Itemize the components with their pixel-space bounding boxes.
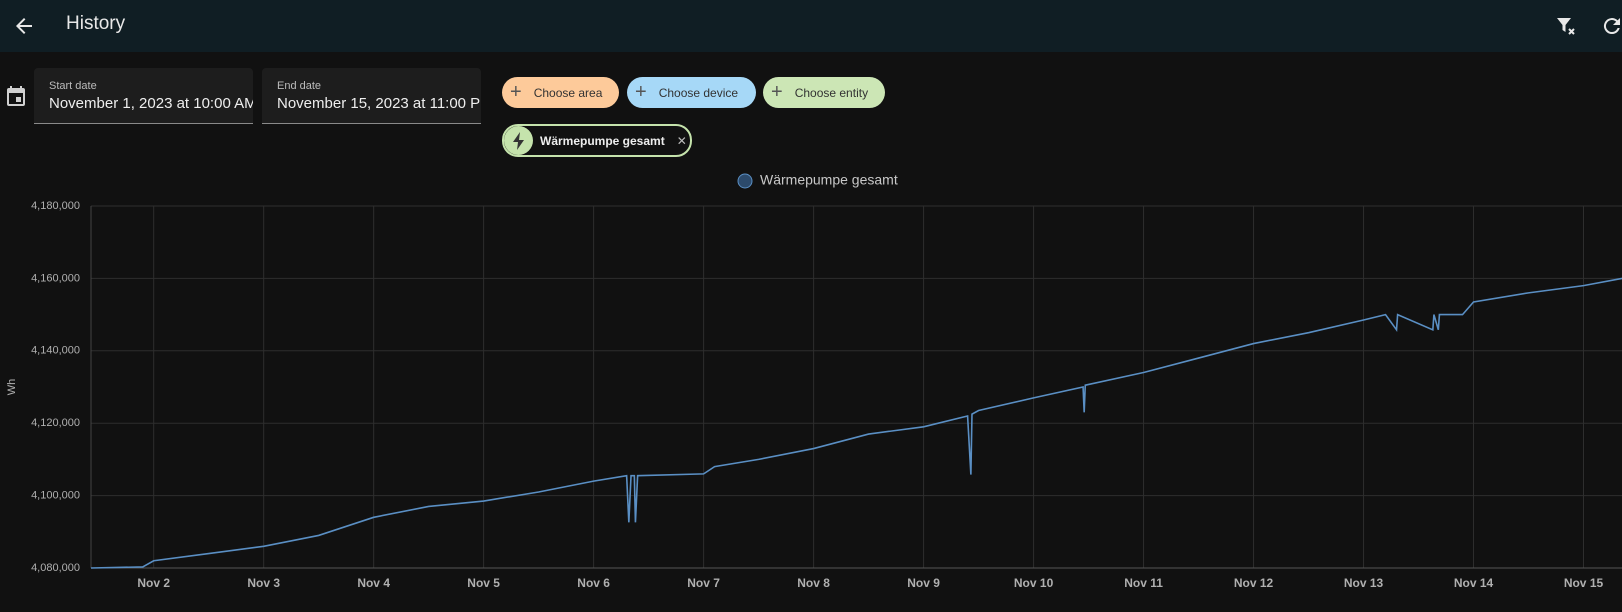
y-axis-label: Wh	[6, 379, 18, 396]
chip-label: Wärmepumpe gesamt	[540, 133, 665, 148]
x-tick-label: Nov 8	[797, 576, 830, 590]
top-bar: History	[0, 0, 1622, 52]
legend-marker	[737, 173, 753, 189]
x-tick-label: Nov 9	[907, 576, 940, 590]
x-tick-label: Nov 4	[357, 576, 390, 590]
chip-label: Choose device	[658, 85, 739, 100]
data-line	[90, 277, 1622, 569]
end-date-field[interactable]: End date November 15, 2023 at 11:00 PM	[262, 68, 481, 124]
bolt-icon	[512, 131, 524, 150]
chip-label: Choose area	[533, 85, 603, 100]
field-label: End date	[277, 80, 322, 92]
page-title: History	[66, 13, 126, 34]
y-tick-label: 4,100,000	[31, 490, 80, 502]
back-button[interactable]	[12, 14, 36, 38]
choose-entity-chip[interactable]: + Choose entity	[763, 77, 885, 108]
start-date-field[interactable]: Start date November 1, 2023 at 10:00 AM	[34, 68, 253, 124]
legend-label: Wärmepumpe gesamt	[760, 172, 898, 188]
field-label: Start date	[49, 80, 97, 92]
field-value: November 15, 2023 at 11:00 PM	[277, 95, 481, 112]
chip-label: Choose entity	[794, 85, 869, 100]
clear-filter-button[interactable]	[1554, 14, 1578, 38]
x-tick-label: Nov 3	[247, 576, 280, 590]
remove-button[interactable]: ✕	[676, 133, 687, 148]
y-tick-label: 4,180,000	[31, 200, 80, 212]
selected-entity-chip[interactable]: Wärmepumpe gesamt ✕	[502, 124, 692, 157]
choose-area-chip[interactable]: + Choose area	[502, 77, 619, 108]
calendar-icon[interactable]	[4, 85, 26, 107]
x-tick-label: Nov 5	[467, 576, 500, 590]
x-tick-label: Nov 7	[687, 576, 720, 590]
x-tick-label: Nov 10	[1014, 576, 1054, 590]
x-tick-label: Nov 11	[1124, 576, 1163, 590]
y-tick-label: 4,120,000	[31, 417, 80, 429]
x-tick-label: Nov 14	[1454, 576, 1494, 590]
y-tick-label: 4,080,000	[31, 562, 80, 574]
x-tick-label: Nov 13	[1344, 576, 1384, 590]
x-tick-label: Nov 15	[1564, 576, 1604, 590]
y-tick-label: 4,160,000	[31, 272, 80, 284]
y-tick-label: 4,140,000	[31, 345, 80, 357]
choose-device-chip[interactable]: + Choose device	[627, 77, 756, 108]
x-tick-label: Nov 2	[137, 576, 170, 590]
x-tick-label: Nov 12	[1234, 576, 1274, 590]
x-tick-label: Nov 6	[577, 576, 610, 590]
field-value: November 1, 2023 at 10:00 AM	[49, 95, 253, 112]
